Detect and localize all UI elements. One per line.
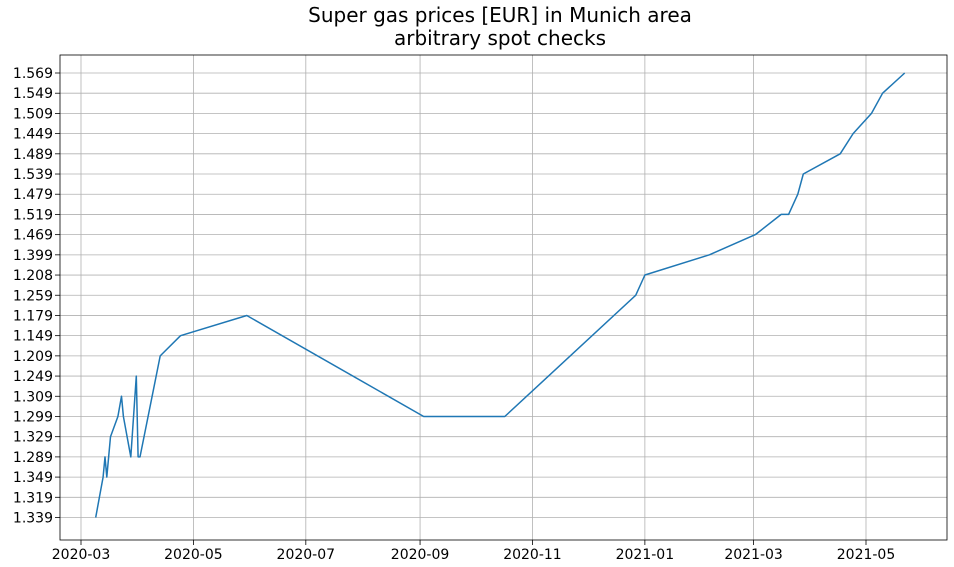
x-tick-label: 2020-07 xyxy=(277,547,336,563)
x-tick-label: 2021-03 xyxy=(724,547,783,563)
x-tick-label: 2021-05 xyxy=(837,547,896,563)
y-tick-label: 1.149 xyxy=(13,329,53,345)
chart-title: Super gas prices [EUR] in Munich area xyxy=(308,3,692,27)
plot-frame xyxy=(59,54,948,541)
y-tick-label: 1.259 xyxy=(13,288,53,304)
y-tick-label: 1.208 xyxy=(13,268,53,284)
y-tick-label: 1.329 xyxy=(13,430,53,446)
y-tick-label: 1.479 xyxy=(13,187,53,203)
grid-lines xyxy=(60,55,947,540)
y-tick-label: 1.569 xyxy=(13,66,53,82)
y-tick-label: 1.519 xyxy=(13,207,53,223)
y-tick-label: 1.539 xyxy=(13,167,53,183)
x-axis: 2020-03 2020-05 2020-07 2020-09 2020-11 2021-… xyxy=(52,540,896,563)
x-tick-label: 2020-11 xyxy=(503,547,562,563)
y-tick-label: 1.509 xyxy=(13,106,53,122)
y-tick-label: 1.249 xyxy=(13,369,53,385)
x-tick-label: 2021-01 xyxy=(616,547,675,563)
series-line xyxy=(94,72,906,518)
x-tick-label: 2020-03 xyxy=(52,547,111,563)
y-tick-label: 1.289 xyxy=(13,450,53,466)
y-tick-label: 1.449 xyxy=(13,127,53,143)
series-layer xyxy=(94,72,906,518)
y-tick-label: 1.209 xyxy=(13,349,53,365)
y-tick-label: 1.319 xyxy=(13,490,53,506)
y-tick-label: 1.349 xyxy=(13,470,53,486)
y-tick-label: 1.399 xyxy=(13,248,53,264)
y-tick-label: 1.179 xyxy=(13,308,53,324)
y-tick-label: 1.549 xyxy=(13,86,53,102)
y-tick-label: 1.299 xyxy=(13,409,53,425)
y-tick-label: 1.309 xyxy=(13,389,53,405)
y-tick-label: 1.469 xyxy=(13,228,53,244)
x-tick-label: 2020-05 xyxy=(164,547,223,563)
y-tick-label: 1.339 xyxy=(13,511,53,527)
chart-subtitle: arbitrary spot checks xyxy=(394,26,606,50)
y-axis: 1.339 1.319 1.349 1.289 1.329 1.299 1.309 1.249… xyxy=(13,66,60,527)
x-tick-label: 2020-09 xyxy=(391,547,450,563)
y-tick-label: 1.489 xyxy=(13,147,53,163)
